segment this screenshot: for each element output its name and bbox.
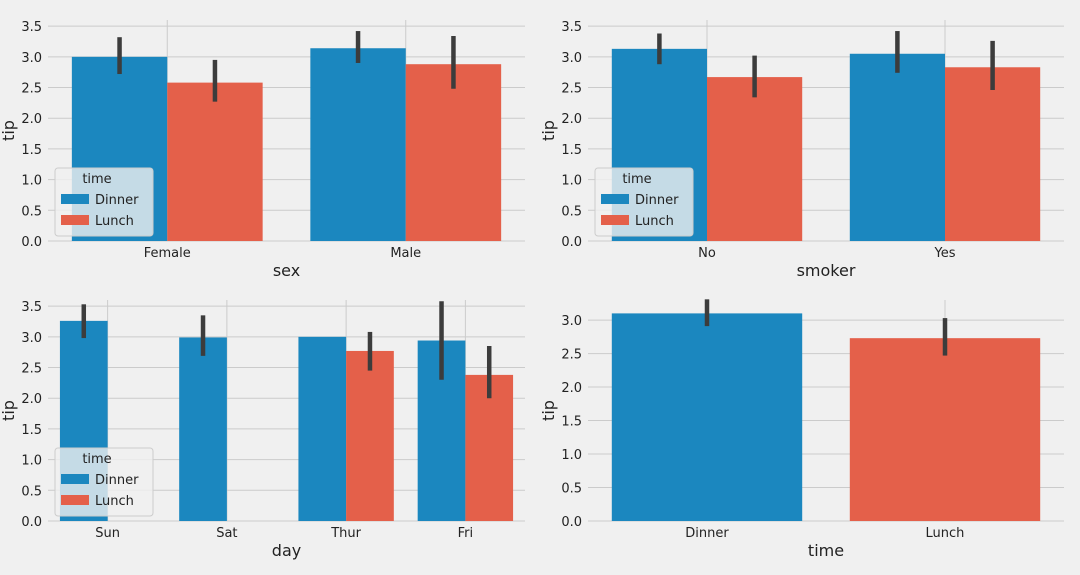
x-tick-label: Yes — [934, 246, 956, 261]
legend-label-lunch: Lunch — [95, 214, 134, 229]
bar-smoker-Yes-Lunch — [945, 67, 1041, 242]
bar-day-Sat-Dinner — [179, 337, 227, 521]
legend: time Dinner Lunch — [54, 447, 154, 517]
y-tick-label: 2.5 — [561, 348, 582, 363]
y-tick-label: 0.0 — [21, 235, 42, 250]
x-axis-label: time — [808, 541, 844, 560]
legend-label-lunch: Lunch — [95, 494, 134, 509]
y-tick-label: 1.0 — [21, 174, 42, 189]
bar-sex-Male-Dinner — [310, 48, 406, 241]
y-tick-label: 0.5 — [561, 204, 582, 219]
bar-day-Fri-Lunch — [465, 374, 514, 521]
y-tick-label: 2.0 — [561, 112, 582, 127]
bar-smoker-Yes-Dinner — [849, 53, 945, 242]
y-tick-label: 3.5 — [561, 20, 582, 35]
legend-title: time — [622, 172, 651, 187]
y-tick-label: 3.0 — [21, 51, 42, 66]
y-tick-label: 2.5 — [561, 82, 582, 97]
bar-day-Thur-Dinner — [298, 336, 347, 521]
x-tick-label: No — [698, 246, 716, 261]
y-tick-label: 0.0 — [21, 515, 42, 530]
bar-day-Thur-Lunch — [346, 350, 394, 521]
bar-sex-Male-Lunch — [405, 64, 502, 241]
legend-title: time — [82, 452, 111, 467]
legend: time Dinner Lunch — [594, 167, 694, 237]
x-axis-label: sex — [273, 261, 300, 280]
legend-label-dinner: Dinner — [95, 473, 139, 488]
x-tick-label: Sat — [216, 526, 237, 541]
y-tick-label: 0.0 — [561, 515, 582, 530]
legend-title: time — [82, 172, 111, 187]
y-tick-label: 0.0 — [561, 235, 582, 250]
legend-swatch-dinner — [61, 474, 89, 484]
chart-panel-smoker: 0.0 0.5 1.0 1.5 2.0 2.5 3.0 3.5 No Yes smoker tip ti… — [539, 20, 1064, 280]
y-tick-label: 2.0 — [21, 392, 42, 407]
y-tick-label: 3.5 — [21, 300, 42, 315]
legend-swatch-dinner — [601, 194, 629, 204]
x-tick-label: Lunch — [926, 526, 965, 541]
bar-smoker-No-Lunch — [707, 77, 803, 241]
legend: time Dinner Lunch — [54, 167, 154, 237]
bar-time-Dinner — [611, 313, 803, 521]
y-tick-label: 0.5 — [561, 482, 582, 497]
y-tick-label: 3.0 — [561, 314, 582, 329]
y-tick-label: 1.5 — [21, 143, 42, 158]
legend-label-lunch: Lunch — [635, 214, 674, 229]
y-tick-label: 0.5 — [21, 204, 42, 219]
y-axis-label: tip — [0, 400, 18, 421]
y-tick-label: 1.0 — [561, 174, 582, 189]
x-tick-label: Thur — [330, 526, 361, 541]
y-tick-label: 1.5 — [561, 143, 582, 158]
y-tick-label: 1.5 — [561, 415, 582, 430]
bar-sex-Female-Lunch — [167, 82, 263, 241]
chart-panel-day: 0.0 0.5 1.0 1.5 2.0 2.5 3.0 3.5 Sun Sat Thur Fri day… — [0, 300, 525, 560]
y-axis-label: tip — [539, 400, 558, 421]
legend-swatch-lunch — [61, 495, 89, 505]
x-axis-label: day — [272, 541, 301, 560]
y-tick-label: 3.0 — [561, 51, 582, 66]
x-tick-label: Female — [144, 246, 191, 261]
legend-swatch-lunch — [601, 215, 629, 225]
y-tick-label: 3.5 — [21, 20, 42, 35]
y-tick-label: 2.0 — [21, 112, 42, 127]
chart-panel-sex: 0.0 0.5 1.0 1.5 2.0 2.5 3.0 3.5 Female Male sex tip… — [0, 20, 525, 280]
legend-swatch-lunch — [61, 215, 89, 225]
y-tick-label: 1.0 — [561, 448, 582, 463]
y-axis-label: tip — [0, 120, 18, 141]
x-tick-label: Fri — [458, 526, 474, 541]
legend-label-dinner: Dinner — [635, 193, 679, 208]
x-tick-label: Dinner — [685, 526, 729, 541]
legend-swatch-dinner — [61, 194, 89, 204]
x-tick-label: Sun — [95, 526, 120, 541]
x-axis-label: smoker — [797, 261, 856, 280]
x-tick-label: Male — [390, 246, 421, 261]
y-tick-label: 2.0 — [561, 381, 582, 396]
bar-time-Lunch — [849, 338, 1041, 521]
y-tick-label: 1.5 — [21, 423, 42, 438]
y-tick-label: 3.0 — [21, 331, 42, 346]
y-tick-label: 1.0 — [21, 454, 42, 469]
y-tick-label: 2.5 — [21, 362, 42, 377]
y-tick-label: 0.5 — [21, 484, 42, 499]
y-tick-label: 2.5 — [21, 82, 42, 97]
chart-panel-time: 0.0 0.5 1.0 1.5 2.0 2.5 3.0 Dinner Lunch time tip — [539, 299, 1064, 560]
y-axis-label: tip — [539, 120, 558, 141]
legend-label-dinner: Dinner — [95, 193, 139, 208]
